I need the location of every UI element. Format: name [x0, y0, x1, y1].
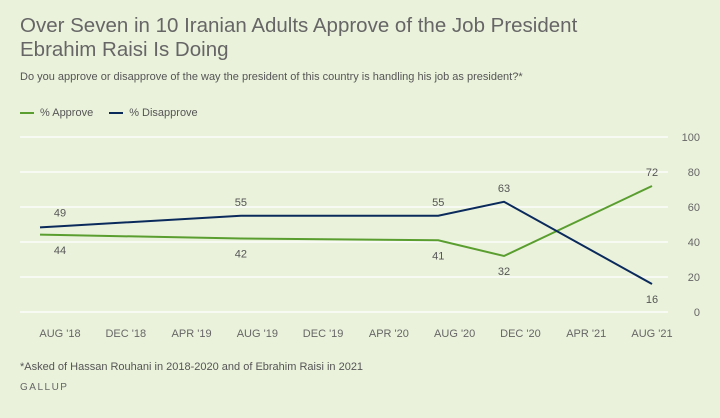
data-label: 32 [498, 266, 510, 278]
legend-swatch-disapprove [109, 112, 124, 114]
data-label: 41 [432, 250, 444, 262]
y-tick-label: 20 [688, 272, 700, 284]
legend-item-approve: % Approve [20, 107, 93, 119]
x-tick-label: APR '21 [566, 328, 606, 340]
data-label: 44 [54, 245, 66, 257]
data-label: 72 [646, 167, 658, 179]
data-label: 42 [235, 249, 247, 261]
data-label: 16 [646, 294, 658, 306]
chart-subtitle: Do you approve or disapprove of the way … [20, 71, 523, 83]
x-tick-label: AUG '18 [39, 328, 80, 340]
series-lines [39, 185, 653, 285]
x-tick-label: DEC '19 [303, 328, 344, 340]
legend-item-disapprove: % Disapprove [109, 107, 198, 119]
x-tick-label: APR '19 [172, 328, 212, 340]
series-line-disapprove [39, 200, 653, 285]
series-line-approve [39, 185, 653, 258]
y-tick-label: 80 [688, 167, 700, 179]
legend-label-disapprove: % Disapprove [129, 107, 198, 119]
x-tick-label: APR '20 [369, 328, 409, 340]
y-tick-label: 60 [688, 202, 700, 214]
data-label: 55 [235, 197, 247, 209]
x-axis-ticks: AUG '18 DEC '18 APR '19 AUG '19 DEC '19 APR '… [39, 328, 672, 340]
data-labels: 44 42 41 32 72 49 55 55 63 16 [54, 167, 658, 306]
x-tick-label: AUG '20 [434, 328, 475, 340]
grid-lines [20, 136, 668, 313]
x-tick-label: AUG '21 [631, 328, 672, 340]
footnote: *Asked of Hassan Rouhani in 2018-2020 an… [20, 361, 364, 373]
y-tick-label: 100 [682, 132, 700, 144]
y-tick-label: 40 [688, 237, 700, 249]
data-label: 55 [432, 197, 444, 209]
y-axis-ticks: 0 20 40 60 80 100 [682, 132, 700, 319]
legend-swatch-approve [20, 112, 34, 114]
data-label: 49 [54, 207, 66, 219]
legend-label-approve: % Approve [40, 107, 94, 119]
chart-title: Over Seven in 10 Iranian Adults Approve … [20, 14, 578, 61]
x-tick-label: AUG '19 [237, 328, 278, 340]
gallup-logo: GALLUP [20, 382, 69, 393]
y-tick-label: 0 [694, 307, 700, 319]
chart-legend: % Approve % Disapprove [20, 107, 214, 119]
data-label: 63 [498, 183, 510, 195]
x-tick-label: DEC '18 [105, 328, 146, 340]
x-tick-label: DEC '20 [500, 328, 541, 340]
